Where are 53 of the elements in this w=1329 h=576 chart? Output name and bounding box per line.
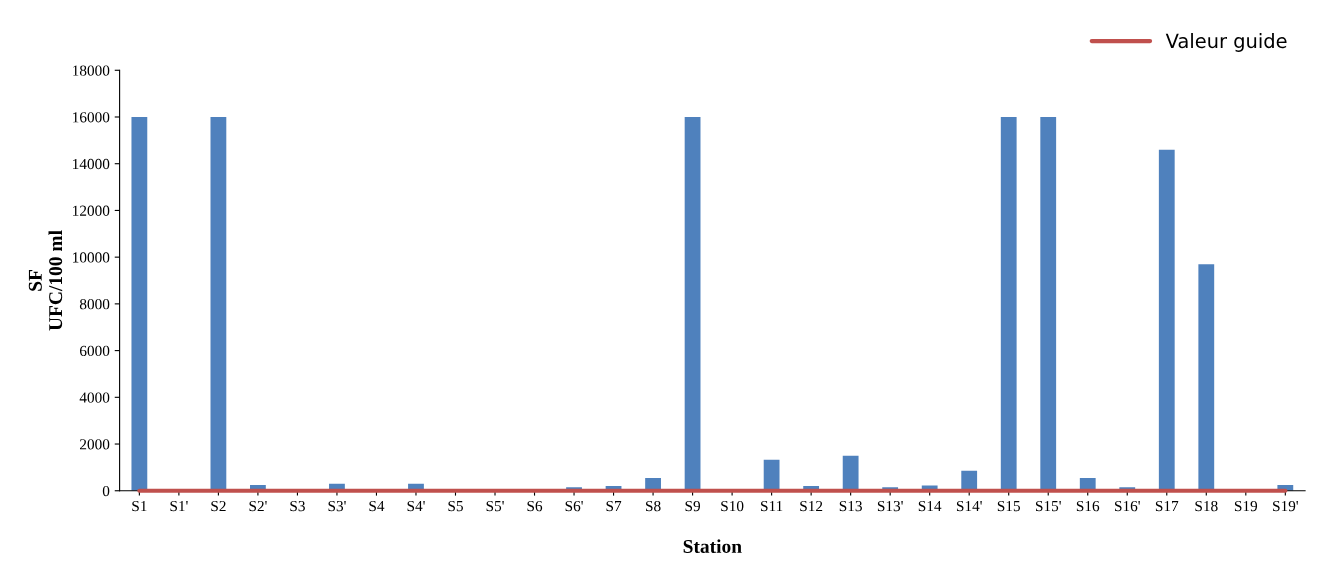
- y-tick-label: 6000: [79, 345, 110, 357]
- x-tick-label: S14: [918, 500, 942, 512]
- x-tick-label: S1': [170, 500, 188, 512]
- y-tick-label: 2000: [80, 439, 110, 450]
- bar: [1040, 116, 1057, 491]
- x-tick-label: S16': [1115, 500, 1140, 512]
- x-tick-label: S2: [211, 500, 226, 512]
- bar: [763, 459, 780, 491]
- x-tick-label: S15': [1035, 500, 1061, 512]
- y-tick-label: 10000: [73, 252, 110, 263]
- bar: [684, 116, 701, 491]
- x-tick-label: S4: [369, 500, 385, 512]
- y-axis-title: SF UFC/100 ml: [28, 230, 63, 331]
- x-tick-label: S12: [800, 500, 823, 512]
- y-tick-label: 16000: [73, 112, 110, 123]
- x-tick-label: S7: [606, 500, 622, 512]
- x-tick-label: S3: [290, 500, 305, 512]
- y-tick-label: 0: [102, 485, 110, 497]
- x-tick-label: S1: [132, 500, 147, 512]
- legend-label: Valeur guide: [1165, 33, 1287, 52]
- x-tick-label: S11: [761, 500, 783, 512]
- x-tick-label: S16: [1076, 500, 1100, 512]
- bar: [1158, 149, 1175, 491]
- y-tick-label: 4000: [79, 392, 110, 403]
- x-tick-label: S14': [956, 500, 982, 512]
- x-tick-label: S10: [721, 500, 744, 512]
- x-tick-label: S4': [407, 500, 425, 512]
- bar: [1000, 116, 1017, 491]
- bar: [961, 470, 978, 491]
- y-tick-label: 12000: [73, 205, 110, 216]
- x-tick-label: S2': [249, 500, 267, 512]
- x-tick-label: S13': [877, 500, 903, 512]
- y-tick-label: 14000: [73, 158, 110, 170]
- x-tick-label: S5: [448, 500, 463, 512]
- x-tick-label: S13: [839, 500, 862, 512]
- x-tick-label: S19': [1273, 500, 1298, 512]
- x-tick-label: S17: [1155, 500, 1179, 512]
- x-tick-label: S18: [1195, 500, 1218, 512]
- y-tick-label: 18000: [73, 65, 110, 76]
- x-tick-label: S19: [1234, 500, 1258, 512]
- x-axis-title: Station: [683, 539, 742, 554]
- bar: [131, 116, 148, 491]
- bar: [842, 455, 859, 491]
- bar: [1198, 264, 1215, 491]
- x-tick-label: S15: [997, 500, 1020, 512]
- x-tick-label: S5': [486, 500, 504, 512]
- x-tick-label: S9: [685, 500, 701, 512]
- x-tick-label: S8: [646, 500, 661, 512]
- y-tick-label: 8000: [79, 299, 110, 310]
- x-tick-label: S6': [565, 500, 583, 512]
- x-tick-label: S3': [328, 500, 346, 512]
- bar: [210, 116, 227, 491]
- x-tick-label: S6: [527, 500, 543, 512]
